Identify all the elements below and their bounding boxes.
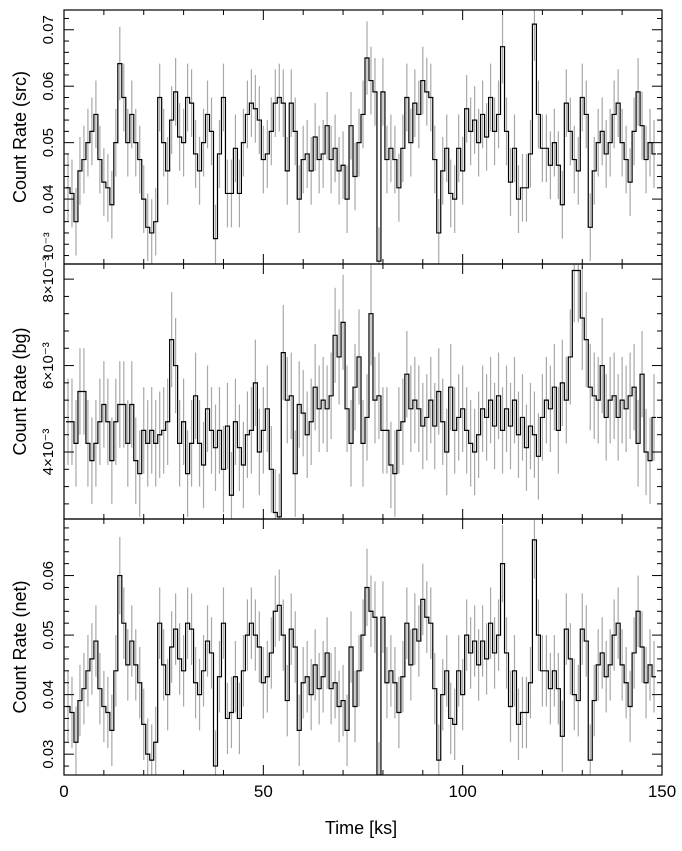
step-line-net (65, 539, 657, 775)
y-axis-label-src: Count Rate (src) (10, 71, 30, 203)
y-tick-label-src: 0.06 (40, 72, 57, 101)
y-axis-label-bg: Count Rate (bg) (10, 327, 30, 455)
y-tick-label-src: 0.04 (40, 184, 57, 213)
plot-area-src (65, 10, 657, 264)
step-line-bg (65, 269, 657, 518)
y-tick-label-bg: 4×10⁻³ (40, 429, 57, 476)
panel-src: 0.04 0.05 0.06 0.07 10⁻³ Count Rate (src) (10, 9, 663, 265)
y-tick-label-bg: 6×10⁻³ (40, 342, 57, 389)
panel-net: 0.03 0.04 0.05 0.06 Count Rate (net) 0 50 100 15… (10, 518, 676, 801)
y-tick-label-bg: 8×10⁻³ (40, 256, 57, 303)
y-scale-factor-label: 10⁻³ (40, 232, 56, 260)
y-tick-label-net: 0.05 (40, 620, 57, 649)
x-axis-label: Time [ks] (325, 818, 397, 838)
y-tick-label-net: 0.04 (40, 680, 57, 709)
y-tick-label-net: 0.06 (40, 561, 57, 590)
y-axis-label-net: Count Rate (net) (10, 580, 30, 713)
x-tick-label: 50 (254, 782, 273, 801)
x-tick-label: 100 (448, 782, 476, 801)
step-line-src (65, 23, 657, 262)
panel-bg: 4×10⁻³ 6×10⁻³ 8×10⁻³ Count Rate (bg) (10, 256, 663, 520)
plot-area-net (65, 519, 657, 775)
x-tick-label: 150 (648, 782, 676, 801)
y-tick-label-src: 0.07 (40, 15, 57, 44)
y-tick-label-net: 0.03 (40, 740, 57, 769)
x-tick-label: 0 (59, 782, 68, 801)
y-tick-label-src: 0.05 (40, 128, 57, 157)
plot-area-bg (65, 264, 657, 519)
